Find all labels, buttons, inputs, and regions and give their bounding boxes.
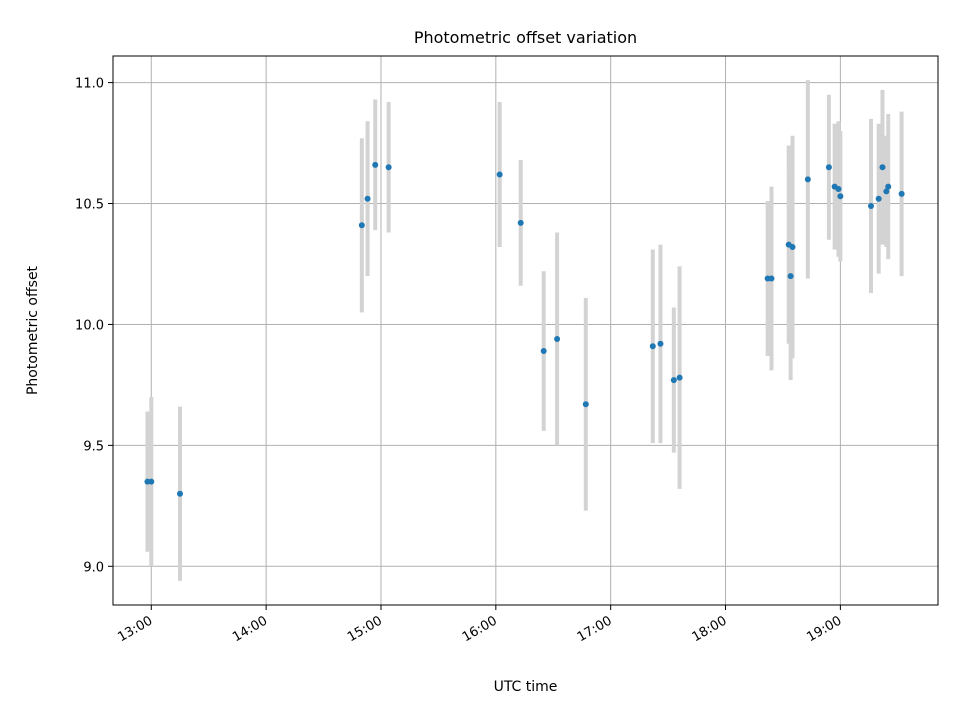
data-point — [804, 176, 811, 183]
data-point — [649, 343, 656, 350]
x-tick-label: 17:00 — [575, 613, 615, 645]
data-point — [835, 186, 842, 193]
data-point — [148, 478, 155, 485]
data-point — [879, 164, 886, 171]
data-point — [883, 188, 890, 195]
data-point — [385, 164, 392, 171]
grid-lines — [113, 56, 938, 605]
data-point — [670, 377, 677, 384]
y-axis-label: Photometric offset — [25, 265, 41, 395]
y-axis-ticks: 9.0 9.5 10.0 10.5 11.0 — [75, 77, 113, 575]
y-tick-label: 10.0 — [75, 318, 104, 333]
data-point — [885, 183, 892, 190]
data-point — [364, 195, 371, 202]
y-tick-label: 9.0 — [83, 560, 104, 575]
x-tick-label: 19:00 — [804, 613, 844, 645]
data-point — [176, 490, 183, 497]
x-tick-label: 13:00 — [115, 613, 155, 645]
error-bars — [145, 80, 904, 581]
data-point — [676, 374, 683, 381]
data-point — [496, 171, 503, 178]
data-points — [144, 161, 905, 497]
data-point — [657, 340, 664, 347]
data-point — [837, 193, 844, 200]
data-point — [582, 401, 589, 408]
data-point — [898, 190, 905, 197]
data-point — [768, 275, 775, 282]
x-tick-label: 18:00 — [690, 613, 730, 645]
chart-title: Photometric offset variation — [414, 28, 637, 47]
plot-frame — [112, 55, 939, 606]
y-tick-label: 11.0 — [75, 77, 104, 92]
data-point — [540, 348, 547, 355]
y-tick-label: 10.5 — [75, 198, 104, 213]
data-point — [825, 164, 832, 171]
data-point — [868, 202, 875, 209]
x-tick-label: 16:00 — [460, 613, 500, 645]
x-tick-label: 14:00 — [230, 613, 270, 645]
data-point — [517, 219, 524, 226]
x-tick-label: 15:00 — [345, 613, 385, 645]
data-point — [358, 222, 365, 229]
y-tick-label: 9.5 — [83, 439, 104, 454]
x-axis-label: UTC time — [494, 679, 558, 695]
data-point — [789, 244, 796, 251]
data-point — [554, 335, 561, 342]
data-point — [787, 273, 794, 280]
data-point — [875, 195, 882, 202]
x-axis-ticks: 13:00 14:00 15:00 16:00 17:00 18:00 19:00 — [115, 605, 844, 645]
data-point — [372, 161, 379, 168]
